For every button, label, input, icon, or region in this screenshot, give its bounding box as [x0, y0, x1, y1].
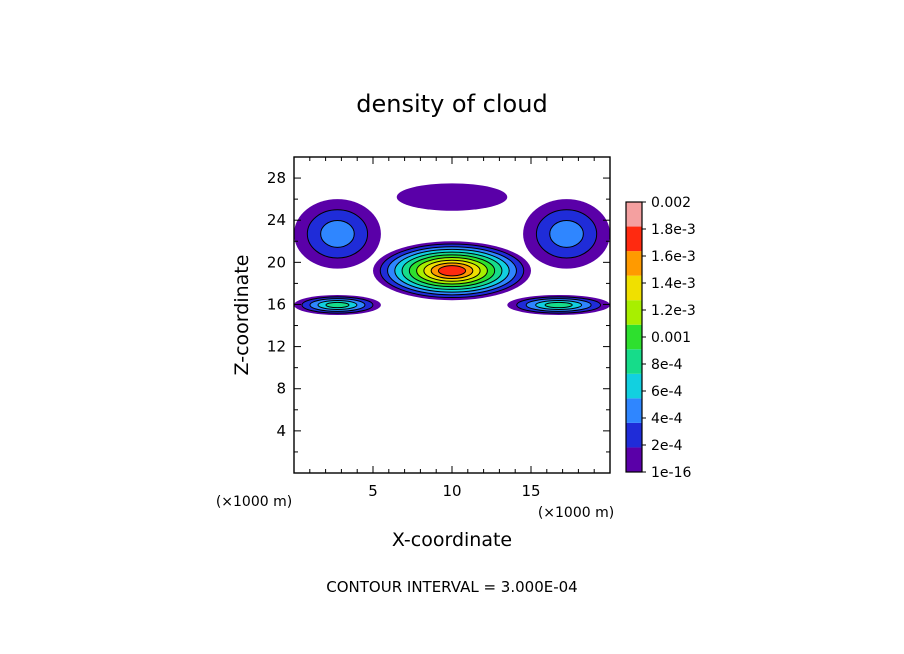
colorbar-swatch: [626, 324, 642, 350]
contour-line: [525, 298, 592, 312]
y-tick-label: 24: [267, 211, 286, 229]
contour-line: [301, 296, 374, 314]
density-level-2: [320, 220, 355, 248]
y-tick-label: 4: [276, 422, 286, 440]
colorbar-swatch: [626, 300, 642, 325]
z-unit-label: (×1000 m): [216, 494, 292, 510]
contour-interval-note: CONTOUR INTERVAL = 3.000E-04: [326, 578, 577, 596]
density-level-4: [325, 302, 349, 308]
x-axis-label: X-coordinate: [392, 529, 512, 551]
plot-area: [293, 156, 611, 474]
colorbar-swatch: [626, 275, 642, 301]
contour-line: [423, 259, 481, 282]
colorbar-swatch: [626, 373, 642, 399]
colorbar-label: 0.001: [651, 330, 691, 346]
density-region-1: [294, 199, 381, 269]
y-tick-label: 16: [267, 295, 286, 313]
colorbar-swatch: [626, 202, 642, 227]
y-tick-label: 12: [267, 338, 286, 356]
colorbar-label: 1e-16: [651, 465, 691, 481]
colorbar-swatch: [626, 422, 642, 448]
density-level-2: [549, 220, 584, 248]
colorbar-label: 1.2e-3: [651, 303, 696, 319]
colorbar-label: 1.6e-3: [651, 249, 696, 265]
contour-line: [394, 248, 510, 293]
colorbar-label: 0.002: [651, 195, 691, 211]
colorbar-label: 4e-4: [651, 411, 683, 427]
y-tick-label: 28: [267, 169, 286, 187]
colorbar-swatch: [626, 398, 642, 423]
contour-lines: [301, 209, 602, 314]
density-level-0: [396, 183, 508, 211]
x-unit-label: (×1000 m): [538, 505, 614, 521]
colorbar-swatch: [626, 226, 642, 252]
axis-ticks: [294, 156, 610, 473]
contour-line: [317, 300, 358, 310]
colorbar-label: 2e-4: [651, 438, 683, 454]
colorbar-swatch: [626, 251, 642, 276]
colorbar: 0.002 1.8e-3 1.6e-3 1.4e-3 1.2e-3 0.001 8e-4 6e…: [625, 195, 696, 481]
density-region-0: [396, 183, 508, 211]
contour-line: [549, 219, 584, 248]
colorbar-swatch: [626, 349, 642, 374]
y-tick-label: 20: [267, 253, 286, 271]
contour-line: [535, 300, 583, 310]
colorbar-label: 1.4e-3: [651, 276, 696, 292]
contour-line: [516, 296, 602, 314]
chart-title: density of cloud: [356, 90, 547, 118]
contour-line: [430, 262, 474, 280]
contour-line: [544, 301, 573, 309]
colorbar-label: 1.8e-3: [651, 222, 696, 238]
x-tick-label: 5: [368, 482, 378, 500]
density-region-3: [373, 241, 531, 301]
contour-line: [306, 209, 369, 259]
contour-line: [379, 243, 525, 299]
colorbar-label: 8e-4: [651, 357, 683, 373]
density-region-5: [507, 294, 610, 316]
contour-line: [309, 298, 366, 312]
contour-line: [408, 254, 496, 288]
contour-line: [325, 301, 350, 309]
density-region-4: [294, 294, 381, 316]
contour-line: [416, 257, 488, 285]
colorbar-swatch: [626, 447, 642, 472]
density-level-4: [545, 302, 573, 308]
y-tick-labels: 4 8 12 16 20 24 28: [267, 169, 286, 440]
contour-line: [320, 219, 355, 248]
colorbar-label: 6e-4: [651, 384, 683, 400]
contour-line: [387, 246, 517, 296]
y-tick-label: 8: [276, 380, 286, 398]
contour-line: [437, 265, 467, 277]
density-level-9: [438, 265, 466, 276]
x-tick-labels: 5 10 15: [368, 482, 540, 500]
x-tick-label: 10: [442, 482, 461, 500]
contour-line: [535, 209, 598, 259]
density-region-2: [523, 199, 610, 269]
contour-line: [401, 251, 503, 290]
x-tick-label: 15: [521, 482, 540, 500]
y-axis-label: Z-coordinate: [231, 255, 253, 376]
